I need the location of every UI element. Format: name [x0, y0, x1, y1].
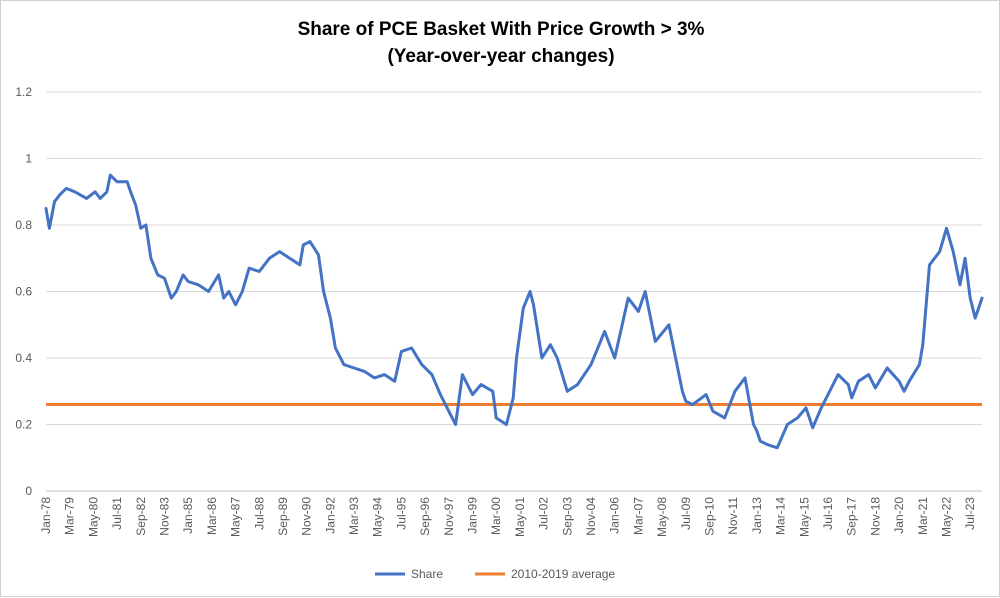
x-tick-label: Sep-89	[276, 497, 290, 536]
y-tick-label: 0	[25, 484, 32, 498]
chart-title: Share of PCE Basket With Price Growth > …	[297, 19, 705, 40]
x-tick-label: Mar-79	[63, 497, 77, 535]
x-tick-label: Sep-03	[560, 497, 574, 536]
x-tick-label: Nov-83	[157, 497, 171, 536]
y-tick-label: 0.4	[15, 351, 32, 365]
x-tick-label: May-01	[513, 497, 527, 537]
x-tick-label: Nov-11	[726, 497, 740, 535]
x-tick-label: Jan-06	[608, 497, 622, 534]
x-tick-label: May-22	[939, 497, 953, 537]
series-line-share	[44, 173, 984, 450]
x-tick-label: Nov-18	[868, 497, 882, 536]
x-tick-label: Mar-21	[916, 497, 930, 535]
x-tick-label: Nov-97	[442, 497, 456, 536]
x-tick-label: Nov-90	[300, 497, 314, 536]
x-tick-label: Jan-99	[466, 497, 480, 534]
x-tick-label: Jul-95	[394, 497, 408, 530]
x-tick-label: Mar-07	[631, 497, 645, 535]
y-tick-label: 1	[25, 152, 32, 166]
x-tick-label: Sep-10	[702, 497, 716, 536]
x-tick-label: Jul-88	[252, 497, 266, 530]
x-tick-label: May-15	[797, 497, 811, 537]
y-tick-label: 0.8	[15, 218, 32, 232]
x-tick-label: Jan-78	[39, 497, 53, 534]
chart-subtitle: (Year-over-year changes)	[387, 46, 615, 67]
x-tick-label: Mar-86	[205, 497, 219, 535]
x-tick-label: Mar-93	[347, 497, 361, 535]
x-tick-label: Jul-81	[110, 497, 124, 530]
x-tick-label: May-94	[371, 497, 385, 537]
x-tick-label: Sep-82	[134, 497, 148, 536]
x-tick-label: Mar-14	[774, 497, 788, 535]
x-tick-label: Jul-02	[537, 497, 551, 530]
x-tick-label: May-08	[655, 497, 669, 537]
x-tick-label: May-87	[229, 497, 243, 537]
legend-label-average: 2010-2019 average	[511, 567, 615, 581]
x-tick-label: Sep-96	[418, 497, 432, 536]
x-tick-label: Jul-23	[963, 497, 977, 530]
y-tick-label: 0.6	[15, 285, 32, 299]
x-tick-label: Jan-13	[750, 497, 764, 534]
x-tick-label: Nov-04	[584, 497, 598, 536]
legend-label-share: Share	[411, 567, 443, 581]
x-tick-label: May-80	[86, 497, 100, 537]
x-tick-label: Jul-09	[679, 497, 693, 530]
y-tick-label: 0.2	[15, 418, 32, 432]
x-tick-label: Mar-00	[489, 497, 503, 535]
x-tick-label: Sep-17	[845, 497, 859, 536]
y-tick-label: 1.2	[15, 85, 32, 99]
x-tick-label: Jan-92	[323, 497, 337, 534]
x-tick-label: Jul-16	[821, 497, 835, 530]
x-tick-label: Jan-20	[892, 497, 906, 534]
x-tick-label: Jan-85	[181, 497, 195, 534]
